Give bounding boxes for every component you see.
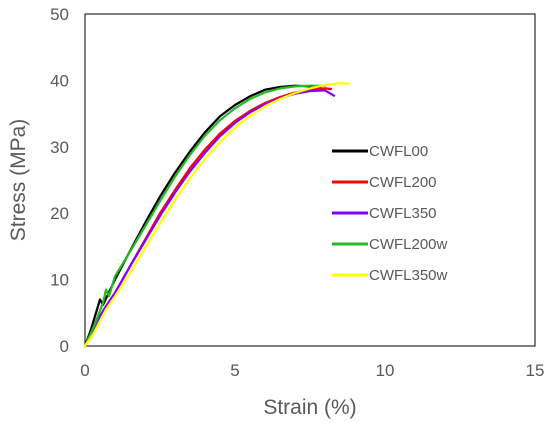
y-tick-label: 10 [50,271,69,290]
y-tick-label: 40 [50,71,69,90]
series-lines [83,81,351,348]
legend-label: CWFL350 [369,205,437,222]
tick-labels: 0 5 10 15 0 10 20 30 40 50 [50,5,544,380]
plot-area [84,13,536,347]
series-line [83,84,327,348]
y-tick-label: 20 [50,204,69,223]
x-tick-label: 10 [376,361,395,380]
y-tick-label: 0 [60,337,69,356]
series-line [83,81,351,348]
x-tick-label: 5 [230,361,239,380]
series-line [83,84,324,348]
x-axis-title: Strain (%) [263,396,356,419]
legend: CWFL00 CWFL200 CWFL350 CWFL200w CWFL350w [332,143,448,284]
x-tick-label: 15 [526,361,545,380]
legend-label: CWFL200 [369,174,437,191]
legend-label: CWFL200w [369,236,448,253]
y-axis-title: Stress (MPa) [7,119,30,242]
y-tick-label: 30 [50,138,69,157]
y-tick-label: 50 [50,5,69,24]
legend-label: CWFL00 [369,143,428,160]
legend-label: CWFL350w [369,267,448,284]
x-tick-label: 0 [80,361,89,380]
